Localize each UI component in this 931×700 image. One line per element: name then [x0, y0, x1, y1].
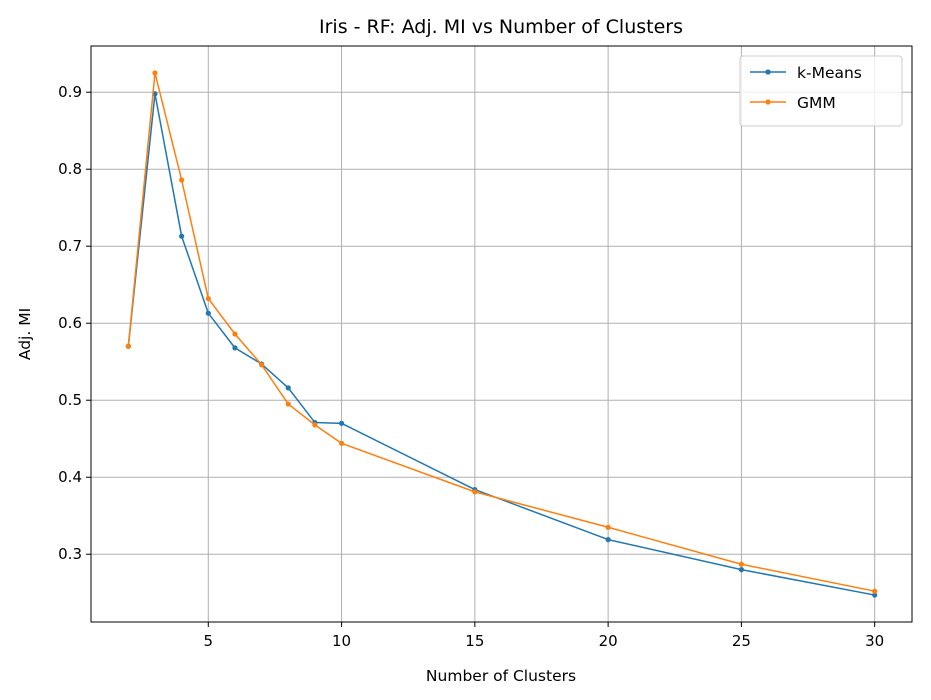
series-lines [125, 70, 878, 598]
data-point-gmm [605, 524, 611, 530]
legend-label-k-means: k-Means [797, 64, 862, 82]
data-point-gmm [285, 401, 291, 407]
y-tick-label: 0.4 [58, 468, 82, 486]
x-tick-label: 25 [732, 632, 751, 650]
data-point-gmm [312, 422, 318, 428]
data-point-k-means [605, 537, 611, 543]
y-tick-label: 0.7 [58, 237, 82, 255]
y-tick-label: 0.9 [58, 83, 82, 101]
data-point-gmm [872, 588, 878, 594]
chart-title: Iris - RF: Adj. MI vs Number of Clusters [319, 16, 683, 38]
data-point-gmm [179, 177, 185, 183]
data-point-k-means [179, 233, 185, 239]
y-tick-label: 0.6 [58, 314, 82, 332]
data-point-k-means [738, 567, 745, 573]
data-point-gmm [738, 561, 745, 567]
x-tick-label: 20 [599, 632, 618, 650]
data-point-k-means [872, 592, 878, 598]
data-point-gmm [338, 440, 345, 446]
x-tick-label: 30 [865, 632, 884, 650]
series-gmm [125, 70, 878, 594]
data-point-k-means [205, 310, 211, 316]
x-axis-label: Number of Clusters [426, 667, 576, 685]
y-axis-label: Adj. MI [16, 308, 34, 360]
x-tick-label: 10 [332, 632, 351, 650]
legend-label-gmm: GMM [797, 94, 836, 112]
legend-box [739, 55, 903, 127]
data-point-gmm [125, 343, 131, 349]
data-point-k-means [285, 385, 291, 391]
legend-marker-k-means [765, 69, 771, 75]
y-tick-label: 0.8 [58, 160, 82, 178]
data-point-gmm [258, 362, 265, 368]
legend-marker-gmm [765, 99, 771, 105]
data-point-gmm [232, 331, 238, 337]
y-tick-label: 0.5 [58, 391, 82, 409]
plot-frame [90, 45, 913, 623]
data-point-gmm [472, 489, 478, 495]
x-tick-label: 15 [465, 632, 484, 650]
grid [91, 46, 912, 622]
legend: k-Means GMM [739, 55, 903, 127]
data-point-k-means [338, 420, 345, 426]
data-point-gmm [205, 295, 211, 302]
x-tick-label: 5 [204, 632, 214, 650]
data-point-k-means [232, 345, 238, 351]
axis-ticks: 5 10 15 20 25 30 0.3 0.4 0.5 0.6 0.7 0.8 0.9 [58, 83, 884, 650]
data-point-gmm [152, 70, 158, 76]
y-tick-label: 0.3 [58, 545, 82, 563]
